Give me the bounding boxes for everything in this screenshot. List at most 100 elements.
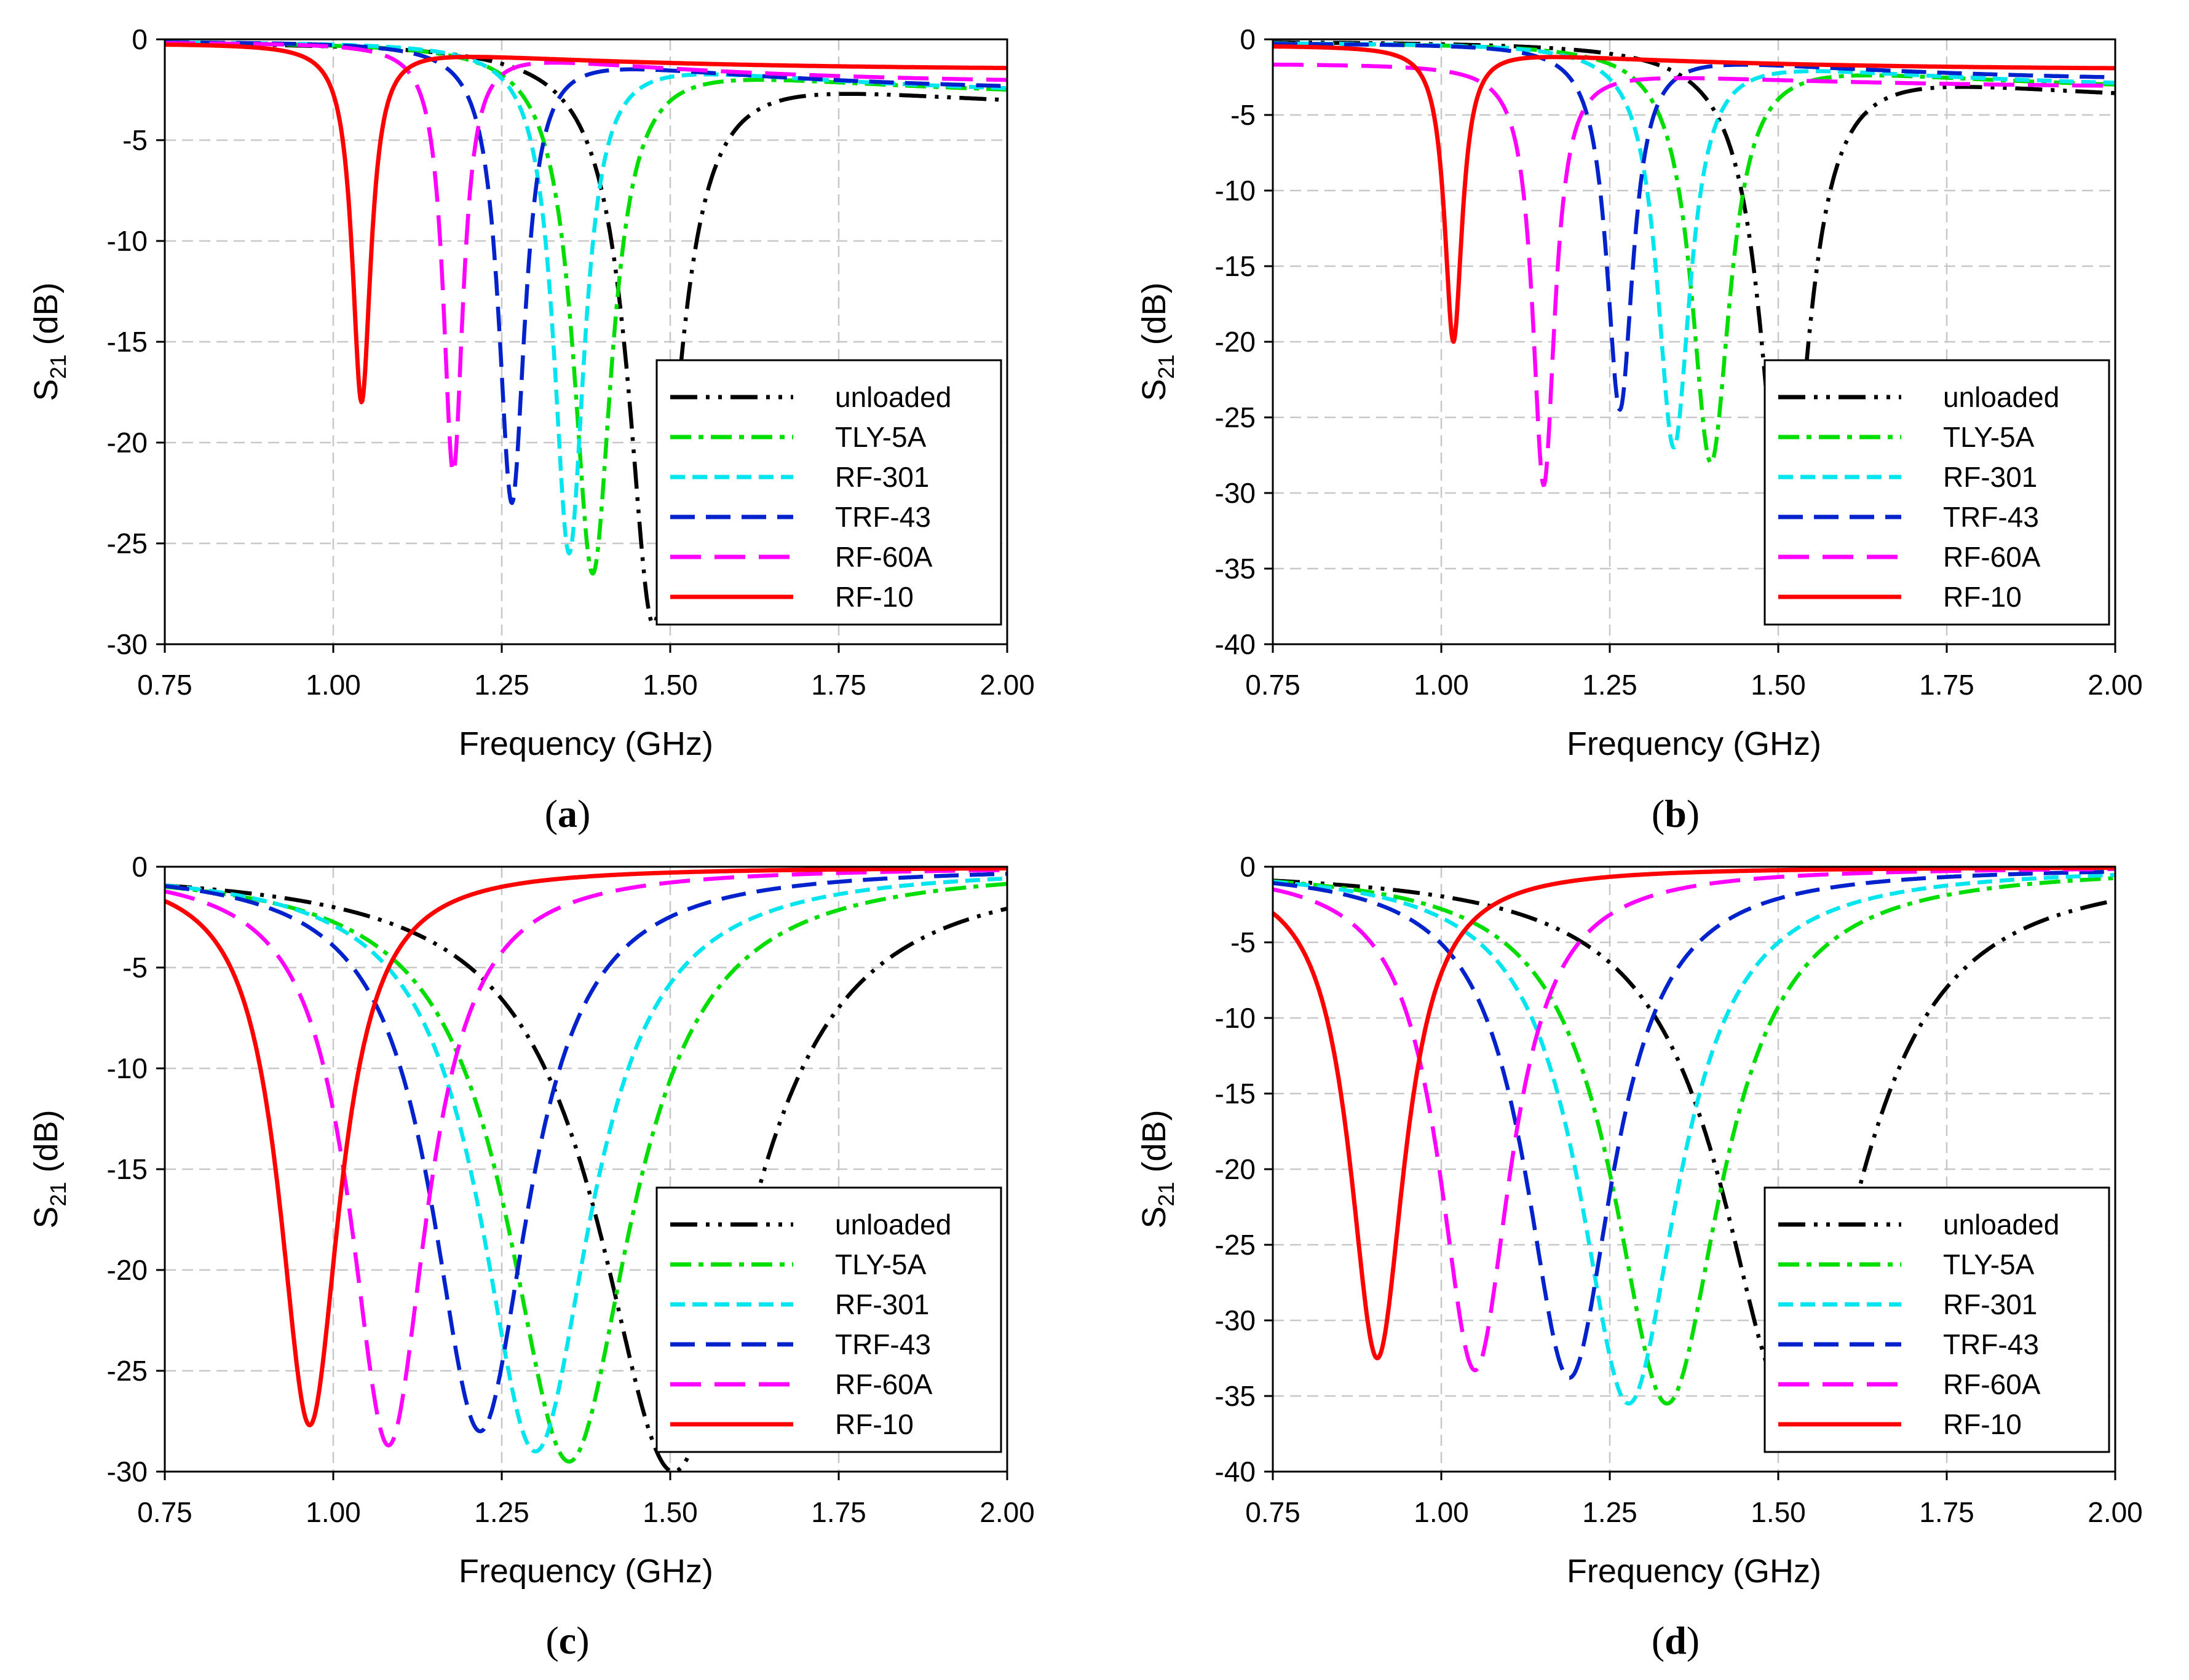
legend-label-rf-10: RF-10 bbox=[835, 581, 914, 613]
x-tick-label: 1.50 bbox=[1751, 1496, 1806, 1528]
series-line-rf-301 bbox=[164, 876, 1008, 1454]
y-tick-label: -30 bbox=[1215, 477, 1256, 509]
series-line-rf-60a bbox=[1272, 867, 2116, 1373]
y-tick-label: -40 bbox=[1215, 628, 1256, 660]
y-axis-label: S21 (dB) bbox=[1136, 1110, 1179, 1228]
series-line-tly-5a bbox=[1272, 876, 2116, 1406]
y-axis-label-main: S bbox=[28, 1207, 65, 1229]
legend-label-trf-43: TRF-43 bbox=[1943, 1328, 2039, 1360]
x-tick-label: 1.25 bbox=[474, 669, 529, 701]
legend-label-rf-10: RF-10 bbox=[835, 1408, 914, 1440]
y-axis-label-sub: 21 bbox=[46, 354, 71, 379]
legend-label-tly-5a: TLY-5A bbox=[1943, 1248, 2035, 1280]
y-tick-label: -5 bbox=[122, 952, 148, 984]
y-tick-label: -35 bbox=[1215, 553, 1256, 585]
y-tick-label: -15 bbox=[1215, 1078, 1256, 1110]
x-tick-label: 1.75 bbox=[1919, 669, 1974, 701]
y-axis-label-sub: 21 bbox=[46, 1181, 71, 1206]
legend-label-rf-301: RF-301 bbox=[1943, 461, 2037, 493]
legend-label-unloaded: unloaded bbox=[1943, 381, 2059, 413]
y-tick-label: -15 bbox=[107, 1153, 148, 1185]
y-tick-label: 0 bbox=[1240, 23, 1256, 55]
y-axis-label-unit: (dB) bbox=[28, 282, 65, 354]
legend-label-rf-60a: RF-60A bbox=[835, 1368, 933, 1400]
series-line-rf-10 bbox=[1272, 44, 2116, 344]
y-tick-label: -30 bbox=[107, 1456, 148, 1488]
y-tick-label: -35 bbox=[1215, 1380, 1256, 1412]
series-line-rf-60a bbox=[164, 41, 1008, 475]
series-line-tly-5a bbox=[164, 881, 1008, 1464]
x-tick-label: 1.75 bbox=[811, 1496, 866, 1528]
chart-panel-c: 0.75 1.00 1.25 1.50 1.75 2.00 0 -5 -10 -15 -20 -25 -… bbox=[28, 851, 1035, 1662]
legend-label-rf-60a: RF-60A bbox=[1943, 1368, 2041, 1400]
y-tick-label: -20 bbox=[1215, 326, 1256, 358]
legend: unloaded TLY-5A RF-301 TRF-43 RF-60A RF-10 bbox=[655, 359, 1002, 626]
series-line-rf-301 bbox=[1272, 873, 2116, 1406]
x-tick-label: 1.50 bbox=[643, 1496, 698, 1528]
series-line-rf-10 bbox=[164, 42, 1008, 404]
x-tick-label: 1.00 bbox=[306, 669, 361, 701]
legend-label-tly-5a: TLY-5A bbox=[1943, 421, 2035, 453]
chart-panel-d: 0.75 1.00 1.25 1.50 1.75 2.00 0 -5 -10 -15 -20 -25 -… bbox=[1136, 851, 2143, 1662]
y-tick-label: -10 bbox=[1215, 175, 1256, 207]
x-tick-label: 2.00 bbox=[980, 1496, 1035, 1528]
chart-panel-b: 0.75 1.00 1.25 1.50 1.75 2.00 0 -5 -10 -15 -20 -25 -… bbox=[1136, 23, 2143, 835]
series-line-rf-301 bbox=[1272, 41, 2116, 450]
x-tick-label: 2.00 bbox=[2088, 1496, 2143, 1528]
y-tick-label: -30 bbox=[107, 628, 148, 660]
y-tick-label: -5 bbox=[1230, 99, 1256, 131]
legend-box bbox=[655, 1186, 1002, 1453]
series-line-unloaded bbox=[1272, 878, 2116, 1406]
y-axis-label-main: S bbox=[1136, 1207, 1173, 1229]
x-tick-label: 0.75 bbox=[137, 669, 192, 701]
panel-caption: (a) bbox=[545, 792, 591, 835]
series-line-rf-10 bbox=[1271, 866, 2116, 1360]
x-tick-label: 1.25 bbox=[1582, 1496, 1637, 1528]
y-tick-label: -25 bbox=[1215, 401, 1256, 433]
legend-box bbox=[655, 359, 1002, 626]
y-tick-label: -25 bbox=[1215, 1229, 1256, 1261]
y-tick-label: -40 bbox=[1215, 1456, 1256, 1488]
x-tick-label: 0.75 bbox=[1245, 669, 1300, 701]
legend-label-rf-10: RF-10 bbox=[1943, 581, 2022, 613]
legend: unloaded TLY-5A RF-301 TRF-43 RF-60A RF-10 bbox=[1763, 1186, 2110, 1453]
legend: unloaded TLY-5A RF-301 TRF-43 RF-60A RF-10 bbox=[655, 1186, 1002, 1453]
y-axis-label-main: S bbox=[1136, 379, 1173, 401]
series-line-trf-43 bbox=[164, 40, 1008, 505]
series-line-unloaded bbox=[164, 883, 1008, 1474]
y-axis-label-main: S bbox=[28, 379, 65, 401]
x-tick-label: 1.00 bbox=[306, 1496, 361, 1528]
x-axis-label: Frequency (GHz) bbox=[1567, 1553, 1821, 1590]
legend-label-tly-5a: TLY-5A bbox=[835, 421, 927, 453]
y-tick-label: -10 bbox=[107, 1052, 148, 1084]
series-line-rf-60a bbox=[164, 868, 1008, 1448]
legend-box bbox=[1763, 1186, 2110, 1453]
x-tick-label: 2.00 bbox=[980, 669, 1035, 701]
y-tick-label: -15 bbox=[107, 326, 148, 358]
x-tick-label: 0.75 bbox=[137, 1496, 192, 1528]
panel-caption: (d) bbox=[1652, 1619, 1700, 1662]
legend-label-rf-60a: RF-60A bbox=[1943, 541, 2041, 573]
y-axis-label-unit: (dB) bbox=[1136, 1110, 1173, 1181]
y-axis-label-sub: 21 bbox=[1154, 1181, 1179, 1206]
legend-label-rf-301: RF-301 bbox=[835, 1288, 929, 1320]
series-line-rf-10 bbox=[164, 866, 1008, 1427]
y-tick-label: 0 bbox=[132, 23, 148, 55]
x-tick-label: 1.75 bbox=[1919, 1496, 1974, 1528]
x-tick-label: 0.75 bbox=[1245, 1496, 1300, 1528]
y-tick-label: -20 bbox=[1215, 1153, 1256, 1185]
y-axis-label-unit: (dB) bbox=[28, 1110, 65, 1181]
x-tick-label: 1.50 bbox=[1751, 669, 1806, 701]
panel-caption: (c) bbox=[545, 1619, 589, 1662]
y-tick-label: 0 bbox=[1240, 851, 1256, 883]
x-tick-label: 1.50 bbox=[643, 669, 698, 701]
legend-label-rf-10: RF-10 bbox=[1943, 1408, 2022, 1440]
y-axis-label-sub: 21 bbox=[1154, 354, 1179, 379]
y-tick-label: -25 bbox=[107, 1355, 148, 1387]
y-tick-label: -25 bbox=[107, 527, 148, 559]
x-axis-label: Frequency (GHz) bbox=[459, 725, 713, 762]
y-tick-label: -20 bbox=[107, 427, 148, 459]
x-tick-label: 1.75 bbox=[811, 669, 866, 701]
y-axis-label: S21 (dB) bbox=[1136, 282, 1179, 401]
